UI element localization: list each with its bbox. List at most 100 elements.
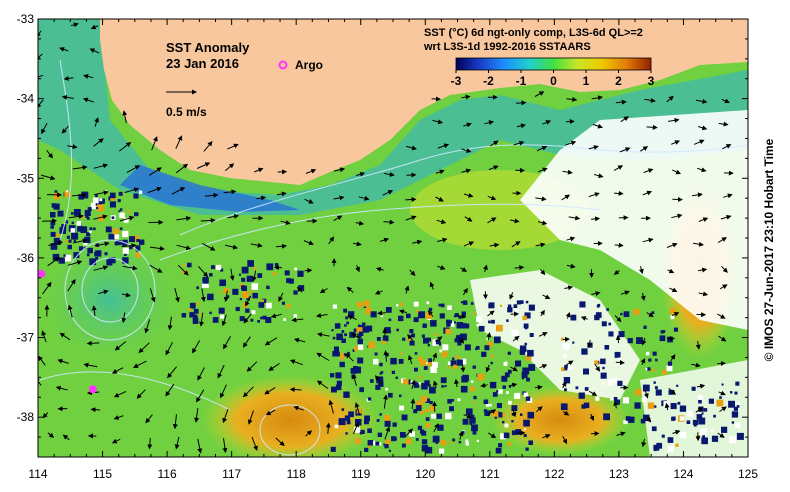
speckle (525, 300, 529, 304)
current-vector (432, 352, 437, 361)
speckle (415, 438, 419, 441)
current-vector (588, 192, 600, 198)
current-vector (620, 116, 629, 123)
current-vector (67, 260, 83, 266)
current-vector (436, 219, 447, 225)
current-vector (197, 367, 205, 381)
current-vector (114, 341, 127, 351)
current-vector (410, 379, 416, 390)
speckle (334, 323, 341, 329)
current-vector (175, 163, 189, 174)
current-vector (407, 334, 414, 341)
speckle (511, 420, 514, 423)
current-vector (347, 315, 357, 321)
speckle (612, 377, 618, 383)
current-vector (697, 167, 707, 173)
speckle (460, 301, 463, 304)
speckle (122, 247, 129, 254)
speckle (122, 257, 129, 264)
speckle (708, 398, 714, 404)
speckle (181, 313, 187, 318)
speckle (188, 308, 192, 312)
speckle (409, 340, 415, 346)
lon-tick-label: 124 (673, 467, 693, 481)
current-vector (406, 145, 417, 151)
lon-tick-label: 119 (351, 467, 370, 481)
colorbar (455, 57, 652, 71)
current-vector (121, 292, 131, 298)
current-vector (345, 353, 354, 362)
current-vector (594, 173, 604, 179)
current-vector (591, 95, 603, 101)
speckle (703, 408, 708, 412)
speckle (359, 325, 364, 329)
sst-field (38, 19, 748, 457)
current-vector (277, 191, 287, 197)
current-vector (264, 337, 278, 346)
speckle (713, 414, 716, 418)
speckle (139, 239, 145, 245)
current-vector (489, 242, 500, 248)
speckle (439, 313, 445, 319)
speckle (343, 308, 348, 313)
current-vector (94, 117, 99, 127)
current-vector (511, 409, 517, 418)
current-vector (94, 190, 109, 196)
speckle (513, 304, 518, 308)
speckle (138, 190, 143, 194)
current-vector (461, 148, 472, 153)
speckle (266, 285, 270, 290)
current-vector (126, 165, 141, 173)
current-vector (565, 140, 577, 146)
speckle (523, 323, 529, 329)
speckle (202, 281, 209, 288)
current-vector (640, 146, 649, 152)
speckle (89, 258, 97, 266)
longitude-axis: 114 115 116 117 118 119 120 121 122 123 124 125 (28, 467, 758, 481)
speckle (721, 383, 724, 386)
current-vector (613, 165, 624, 171)
speckle (366, 325, 373, 332)
speckle (396, 304, 399, 307)
current-vector (718, 335, 727, 342)
speckle (242, 291, 249, 299)
current-vector (38, 30, 42, 38)
current-vector (384, 426, 391, 440)
current-vector (405, 197, 417, 203)
speckle (388, 392, 393, 398)
current-vector (172, 414, 178, 430)
current-vector (542, 120, 552, 125)
speckle (358, 344, 364, 350)
speckle (643, 325, 647, 329)
current-vector (461, 168, 472, 174)
colorbar-tick-label: 0 (550, 74, 557, 88)
current-vector (511, 241, 521, 248)
current-vector (278, 292, 284, 302)
speckle (523, 392, 528, 397)
speckle (483, 399, 489, 404)
speckle (662, 330, 666, 333)
current-vector (409, 269, 416, 277)
speckle (401, 443, 406, 448)
speckle (432, 435, 440, 443)
current-vector (405, 215, 417, 221)
current-vector (38, 99, 44, 109)
speckle (332, 304, 337, 309)
speckle (119, 212, 125, 219)
speckle (444, 385, 447, 388)
speckle (427, 361, 433, 366)
speckle (438, 303, 442, 307)
current-vector (325, 422, 331, 434)
speckle (453, 364, 458, 369)
speckle (330, 446, 336, 452)
speckle (261, 299, 265, 303)
speckle (507, 369, 512, 374)
speckle (286, 304, 291, 309)
speckle (251, 310, 256, 315)
speckle (583, 368, 589, 375)
speckle (364, 447, 369, 452)
speckle (391, 370, 395, 374)
current-vector (460, 267, 468, 272)
speckle (406, 313, 411, 319)
current-vector (91, 305, 97, 316)
